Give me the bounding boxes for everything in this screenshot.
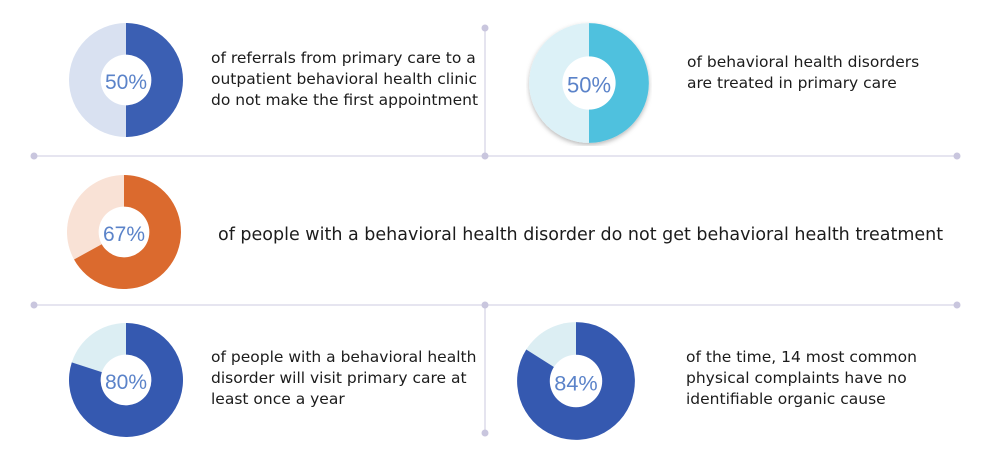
guide-dot [481, 152, 489, 160]
guide-dot [481, 24, 489, 32]
guide-dot [30, 152, 38, 160]
guide-dot [481, 301, 489, 309]
guide-dot [953, 301, 961, 309]
guide-dot [481, 429, 489, 437]
guide-dot [953, 152, 961, 160]
guide-dot [30, 301, 38, 309]
